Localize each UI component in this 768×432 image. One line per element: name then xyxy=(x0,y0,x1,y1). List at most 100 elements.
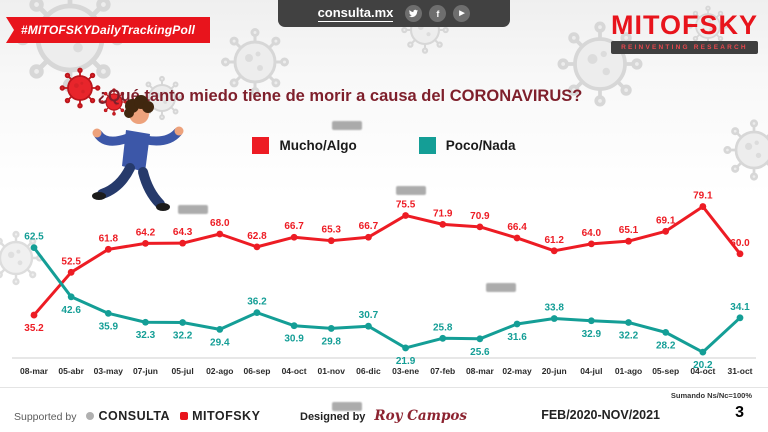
svg-text:30.7: 30.7 xyxy=(359,310,379,321)
svg-text:06-dic: 06-dic xyxy=(356,366,381,376)
svg-text:60.0: 60.0 xyxy=(730,238,750,249)
svg-text:75.5: 75.5 xyxy=(396,199,416,210)
youtube-icon[interactable]: ▶ xyxy=(453,5,471,22)
logo-wordmark: MITOFSKY xyxy=(610,10,758,40)
svg-text:02-ago: 02-ago xyxy=(206,366,233,376)
designed-by-group: Designed by Roy Campos xyxy=(300,408,467,424)
svg-text:05-sep: 05-sep xyxy=(652,366,679,376)
watermark-smudge xyxy=(396,186,426,195)
watermark-smudge xyxy=(486,283,516,292)
svg-text:61.2: 61.2 xyxy=(544,235,564,246)
svg-text:36.2: 36.2 xyxy=(247,297,267,308)
twitter-icon[interactable] xyxy=(405,5,423,22)
svg-text:07-jun: 07-jun xyxy=(133,366,158,376)
mitofsky-logo-icon xyxy=(180,412,189,420)
svg-text:20.2: 20.2 xyxy=(693,360,713,371)
svg-text:79.1: 79.1 xyxy=(693,191,713,202)
svg-text:42.6: 42.6 xyxy=(61,305,81,316)
svg-text:08-mar: 08-mar xyxy=(20,366,49,376)
social-icons: f ▶ xyxy=(405,5,471,22)
red-swatch xyxy=(252,137,270,154)
footnote: Sumando Ns/Nc=100% xyxy=(670,391,752,400)
svg-text:29.4: 29.4 xyxy=(210,337,230,348)
svg-text:01-nov: 01-nov xyxy=(318,366,346,376)
footer: Supported by CONSULTA MITOFSKY Designed … xyxy=(0,403,768,432)
svg-text:35.9: 35.9 xyxy=(99,321,119,332)
designed-by-label: Designed by xyxy=(300,411,366,423)
chart-legend: Mucho/Algo Poco/Nada xyxy=(0,137,768,154)
hashtag-label: #MITOFSKYDailyTrackingPoll xyxy=(20,23,196,37)
svg-text:05-abr: 05-abr xyxy=(58,366,84,376)
svg-text:21.9: 21.9 xyxy=(396,356,416,367)
svg-text:71.9: 71.9 xyxy=(433,208,453,219)
svg-text:35.2: 35.2 xyxy=(24,323,44,334)
running-person-illustration xyxy=(92,95,184,211)
trend-line-chart: 08-mar 05-abr 03-may 07-jun 05-jul 02-ago 06-s… xyxy=(12,191,756,376)
svg-text:32.3: 32.3 xyxy=(136,330,156,341)
logo-tagline: REINVENTING RESEARCH xyxy=(610,41,758,54)
facebook-icon[interactable]: f xyxy=(429,5,447,22)
svg-text:65.1: 65.1 xyxy=(619,225,639,236)
page-number: 3 xyxy=(735,404,744,421)
watermark-smudge xyxy=(332,121,362,130)
svg-text:06-sep: 06-sep xyxy=(243,366,270,376)
supported-by-group: Supported by CONSULTA MITOFSKY xyxy=(14,409,260,423)
svg-text:66.7: 66.7 xyxy=(359,221,379,232)
svg-text:61.8: 61.8 xyxy=(99,233,119,244)
svg-text:64.2: 64.2 xyxy=(136,227,156,238)
legend-item-poco-nada: Poco/Nada xyxy=(418,137,516,154)
svg-text:34.1: 34.1 xyxy=(730,302,750,313)
consulta-logo-icon xyxy=(86,412,95,420)
svg-text:52.5: 52.5 xyxy=(61,256,81,267)
svg-text:33.8: 33.8 xyxy=(544,303,564,314)
designer-signature: Roy Campos xyxy=(374,408,467,424)
svg-text:28.2: 28.2 xyxy=(656,340,676,351)
svg-text:65.3: 65.3 xyxy=(322,225,342,236)
svg-text:20-jun: 20-jun xyxy=(542,366,567,376)
title-highlight: CORONAVIRUS? xyxy=(449,87,583,105)
svg-text:32.9: 32.9 xyxy=(582,329,602,340)
mitofsky-brand: MITOFSKY xyxy=(180,409,260,423)
svg-text:02-may: 02-may xyxy=(502,366,532,376)
svg-text:31-oct: 31-oct xyxy=(727,366,752,376)
svg-text:04-jul: 04-jul xyxy=(580,366,602,376)
svg-text:68.0: 68.0 xyxy=(210,218,230,229)
svg-text:07-feb: 07-feb xyxy=(430,366,455,376)
svg-text:31.6: 31.6 xyxy=(507,332,527,343)
svg-text:25.6: 25.6 xyxy=(470,347,490,358)
svg-text:25.8: 25.8 xyxy=(433,322,453,333)
svg-text:30.9: 30.9 xyxy=(284,334,304,345)
date-range: FEB/2020-NOV/2021 xyxy=(541,408,660,422)
svg-text:29.8: 29.8 xyxy=(322,336,342,347)
svg-text:04-oct: 04-oct xyxy=(282,366,307,376)
watermark-smudge xyxy=(332,402,362,411)
teal-swatch xyxy=(418,137,436,154)
svg-text:66.7: 66.7 xyxy=(284,221,304,232)
svg-text:64.3: 64.3 xyxy=(173,227,193,238)
mitofsky-brand-label: MITOFSKY xyxy=(192,409,261,423)
legend-item-mucho-algo: Mucho/Algo xyxy=(252,137,357,154)
svg-text:32.2: 32.2 xyxy=(173,330,193,341)
top-bar: consulta.mx f ▶ xyxy=(278,0,510,27)
svg-text:64.0: 64.0 xyxy=(582,228,602,239)
svg-text:03-may: 03-may xyxy=(94,366,124,376)
consulta-mx-link[interactable]: consulta.mx xyxy=(317,5,394,22)
page-title: ¿Qué tanto miedo tiene de morir a causa … xyxy=(30,87,650,106)
supported-by-label: Supported by xyxy=(14,411,77,423)
svg-text:04-oct: 04-oct xyxy=(690,366,715,376)
consulta-brand: CONSULTA xyxy=(86,409,170,423)
watermark-smudge xyxy=(178,205,208,214)
svg-text:66.4: 66.4 xyxy=(507,222,527,233)
svg-text:08-mar: 08-mar xyxy=(466,366,495,376)
svg-text:69.1: 69.1 xyxy=(656,215,676,226)
legend-label: Poco/Nada xyxy=(445,138,516,153)
legend-label: Mucho/Algo xyxy=(279,138,357,153)
consulta-brand-label: CONSULTA xyxy=(98,409,171,423)
svg-text:70.9: 70.9 xyxy=(470,211,490,222)
footer-divider xyxy=(0,387,768,388)
svg-text:62.5: 62.5 xyxy=(24,232,44,243)
svg-text:03-ene: 03-ene xyxy=(392,366,419,376)
title-prefix: ¿Qué tanto miedo tiene de morir a causa … xyxy=(97,87,446,105)
svg-text:05-jul: 05-jul xyxy=(172,366,194,376)
